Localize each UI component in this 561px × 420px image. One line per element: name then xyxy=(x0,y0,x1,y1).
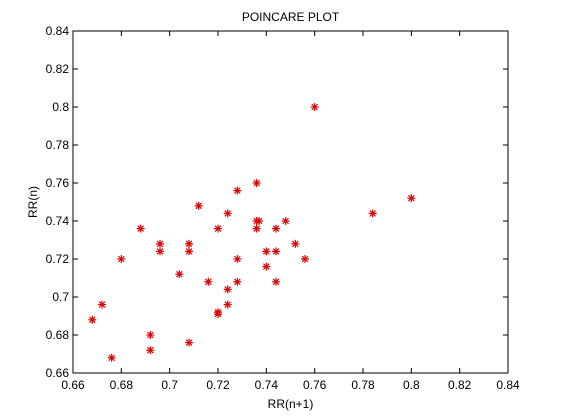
tick-marks xyxy=(72,30,509,374)
data-point xyxy=(214,224,222,233)
y-tick-label: 0.78 xyxy=(46,138,70,152)
y-axis-label: RR(n) xyxy=(26,186,40,218)
data-point xyxy=(146,331,155,339)
data-point xyxy=(204,277,213,286)
data-point xyxy=(156,247,164,256)
data-point xyxy=(88,315,97,324)
chart-title: POINCARE PLOT xyxy=(242,10,340,24)
x-tick-label: 0.76 xyxy=(303,378,327,392)
data-point xyxy=(272,247,280,256)
x-axis-label: RR(n+1) xyxy=(268,397,314,411)
data-point xyxy=(233,277,242,286)
data-point xyxy=(255,217,264,225)
y-tick-label: 0.68 xyxy=(46,328,70,342)
data-point xyxy=(185,247,193,256)
x-tick-label: 0.7 xyxy=(161,378,178,392)
data-point xyxy=(156,239,164,248)
y-tick-label: 0.82 xyxy=(46,62,70,76)
y-tick-label: 0.66 xyxy=(46,366,70,380)
data-point xyxy=(233,186,242,195)
data-point xyxy=(252,224,261,233)
x-tick-label: 0.74 xyxy=(255,378,279,392)
data-point xyxy=(272,277,280,286)
x-tick-label: 0.66 xyxy=(61,378,85,392)
data-point xyxy=(146,346,155,355)
data-point xyxy=(185,338,193,347)
y-tick-label: 0.76 xyxy=(46,176,70,190)
data-point xyxy=(194,201,203,210)
x-tick-label: 0.68 xyxy=(110,378,134,392)
data-point xyxy=(262,262,271,271)
y-tick-label: 0.84 xyxy=(46,24,70,38)
data-point xyxy=(407,194,416,203)
data-point xyxy=(175,270,184,279)
data-point xyxy=(252,179,261,187)
x-tick-label: 0.8 xyxy=(403,378,420,392)
y-tick-label: 0.8 xyxy=(52,100,69,114)
data-points xyxy=(88,103,416,362)
data-point xyxy=(136,224,145,233)
data-point xyxy=(262,247,271,256)
data-point xyxy=(301,255,309,263)
data-point xyxy=(310,103,319,111)
data-point xyxy=(214,310,222,319)
x-tick-label: 0.84 xyxy=(496,378,520,392)
data-point xyxy=(107,353,116,362)
data-point xyxy=(368,209,377,218)
data-point xyxy=(233,255,242,263)
data-point xyxy=(223,209,232,218)
data-point xyxy=(117,255,126,263)
y-tick-label: 0.72 xyxy=(46,252,70,266)
data-point xyxy=(185,239,193,248)
x-tick-label: 0.82 xyxy=(448,378,472,392)
y-tick-label: 0.74 xyxy=(46,214,70,228)
data-point xyxy=(272,224,280,233)
data-point xyxy=(281,217,290,225)
plot-area xyxy=(72,30,509,374)
data-point xyxy=(291,239,300,248)
tick-labels: 0.66 0.68 0.7 0.72 0.74 0.76 0.78 0.8 0.82 0.84 0.… xyxy=(46,24,520,392)
y-tick-label: 0.7 xyxy=(52,290,69,304)
data-point xyxy=(223,300,232,309)
x-tick-label: 0.78 xyxy=(351,378,375,392)
data-point xyxy=(223,285,232,294)
x-tick-label: 0.72 xyxy=(206,378,230,392)
data-point xyxy=(98,300,106,309)
